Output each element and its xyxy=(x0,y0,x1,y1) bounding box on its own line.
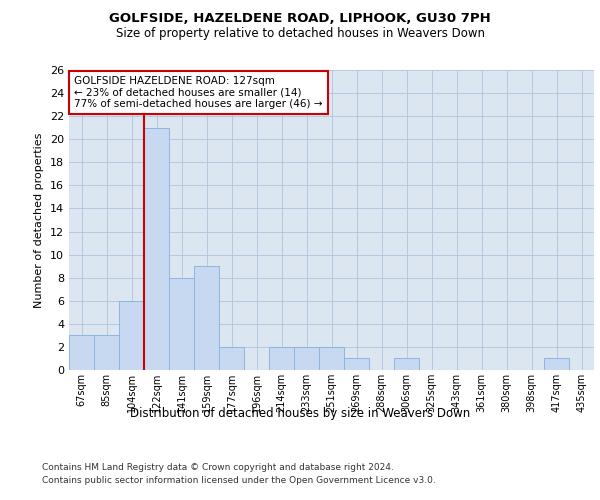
Y-axis label: Number of detached properties: Number of detached properties xyxy=(34,132,44,308)
Text: Distribution of detached houses by size in Weavers Down: Distribution of detached houses by size … xyxy=(130,408,470,420)
Text: Contains HM Land Registry data © Crown copyright and database right 2024.: Contains HM Land Registry data © Crown c… xyxy=(42,462,394,471)
Bar xyxy=(294,347,319,370)
Bar xyxy=(319,347,344,370)
Text: Size of property relative to detached houses in Weavers Down: Size of property relative to detached ho… xyxy=(115,28,485,40)
Bar xyxy=(544,358,569,370)
Bar xyxy=(269,347,294,370)
Text: GOLFSIDE, HAZELDENE ROAD, LIPHOOK, GU30 7PH: GOLFSIDE, HAZELDENE ROAD, LIPHOOK, GU30 … xyxy=(109,12,491,26)
Bar xyxy=(144,128,169,370)
Bar xyxy=(94,336,119,370)
Text: Contains public sector information licensed under the Open Government Licence v3: Contains public sector information licen… xyxy=(42,476,436,485)
Bar xyxy=(344,358,369,370)
Text: GOLFSIDE HAZELDENE ROAD: 127sqm
← 23% of detached houses are smaller (14)
77% of: GOLFSIDE HAZELDENE ROAD: 127sqm ← 23% of… xyxy=(74,76,323,109)
Bar xyxy=(219,347,244,370)
Bar xyxy=(169,278,194,370)
Bar xyxy=(194,266,219,370)
Bar xyxy=(394,358,419,370)
Bar xyxy=(119,301,144,370)
Bar xyxy=(69,336,94,370)
